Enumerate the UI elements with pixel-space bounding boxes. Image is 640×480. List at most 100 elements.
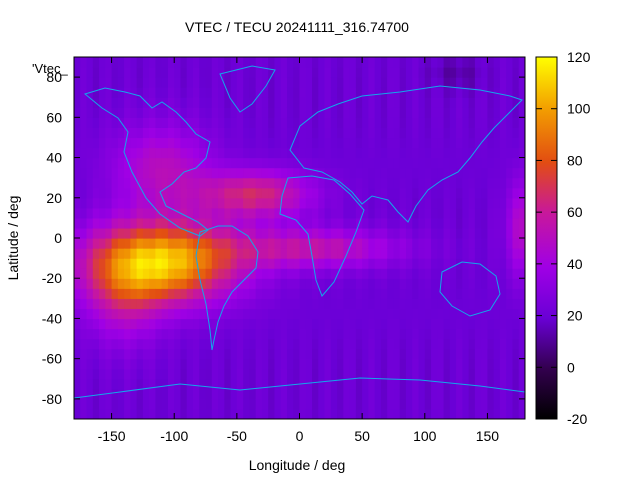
heatmap-cell (280, 388, 288, 400)
heatmap-cell (474, 348, 482, 360)
heatmap-cell (324, 67, 332, 78)
heatmap-cell (130, 137, 138, 149)
heatmap-cell (205, 338, 213, 350)
heatmap-cell (474, 207, 482, 219)
heatmap-cell (399, 227, 407, 239)
heatmap-cell (280, 177, 288, 189)
heatmap-cell (186, 328, 194, 340)
heatmap-cell (218, 398, 225, 410)
heatmap-cell (111, 97, 119, 108)
heatmap-cell (362, 388, 369, 400)
heatmap-cell (293, 177, 301, 189)
heatmap-cell (456, 147, 463, 159)
heatmap-cell (368, 248, 376, 259)
heatmap-cell (418, 67, 426, 78)
heatmap-cell (518, 187, 525, 199)
heatmap-cell (506, 157, 514, 169)
heatmap-cell (218, 217, 225, 229)
heatmap-cell (424, 57, 432, 68)
heatmap-cell (418, 348, 426, 360)
heatmap-cell (261, 298, 269, 309)
heatmap-cell (105, 177, 113, 189)
heatmap-cell (481, 238, 489, 249)
heatmap-cell (374, 167, 382, 179)
heatmap-cell (305, 227, 313, 239)
heatmap-cell (218, 67, 225, 78)
heatmap-cell (86, 147, 94, 159)
heatmap-cell (186, 167, 194, 179)
heatmap-cell (330, 258, 338, 269)
heatmap-cell (249, 217, 257, 229)
heatmap-cell (362, 368, 369, 380)
heatmap-cell (268, 278, 276, 289)
heatmap-cell (255, 227, 263, 239)
heatmap-cell (205, 358, 213, 370)
heatmap-cell (117, 298, 125, 309)
heatmap-cell (449, 127, 457, 139)
heatmap-cell (324, 167, 332, 179)
heatmap-cell (487, 217, 495, 229)
coastline-australia (439, 261, 501, 317)
heatmap-cell (443, 87, 451, 98)
heatmap-cell (218, 77, 225, 88)
heatmap-cell (236, 207, 244, 219)
heatmap-cell (186, 187, 194, 199)
heatmap-cell (255, 318, 263, 330)
heatmap-cell (499, 117, 507, 128)
heatmap-cell (193, 227, 200, 239)
heatmap-cell (149, 298, 157, 309)
heatmap-cell (99, 107, 106, 118)
heatmap-cell (293, 298, 301, 309)
heatmap-cell (318, 57, 326, 68)
heatmap-cell (456, 408, 463, 419)
heatmap-cell (243, 77, 250, 88)
heatmap-cell (142, 398, 150, 410)
heatmap-cell (136, 328, 144, 340)
colorbar-tick-label: -20 (567, 411, 587, 427)
heatmap-cell (468, 57, 476, 68)
heatmap-cell (330, 57, 338, 68)
heatmap-cell (167, 157, 175, 169)
heatmap-cell (236, 338, 244, 350)
heatmap-cell (437, 318, 445, 330)
heatmap-cell (167, 288, 175, 299)
heatmap-cell (149, 117, 157, 128)
heatmap-cell (362, 97, 369, 108)
heatmap-cell (312, 368, 319, 380)
heatmap-cell (312, 338, 319, 350)
heatmap-cell (293, 338, 301, 350)
heatmap-cell (355, 388, 363, 400)
heatmap-cell (261, 87, 269, 98)
heatmap-cell (518, 177, 525, 189)
heatmap-cell (261, 238, 269, 249)
heatmap-cell (499, 67, 507, 78)
heatmap-cell (412, 227, 420, 239)
heatmap-cell (318, 258, 326, 269)
heatmap-cell (443, 328, 451, 340)
heatmap-cell (499, 248, 507, 259)
heatmap-cell (443, 57, 451, 68)
heatmap-cell (274, 378, 282, 390)
heatmap-cell (380, 67, 388, 78)
heatmap-cell (274, 258, 282, 269)
heatmap-cell (80, 268, 88, 279)
heatmap-cell (155, 137, 163, 149)
heatmap-cell (236, 408, 244, 419)
heatmap-cell (230, 127, 238, 139)
heatmap-cell (211, 278, 219, 289)
heatmap-cell (330, 187, 338, 199)
heatmap-cell (424, 258, 432, 269)
heatmap-cell (161, 227, 169, 239)
heatmap-cell (255, 388, 263, 400)
heatmap-cell (493, 127, 501, 139)
heatmap-cell (437, 328, 445, 340)
heatmap-cell (412, 197, 420, 209)
heatmap-cell (437, 338, 445, 350)
heatmap-cell (418, 398, 426, 410)
heatmap-cell (474, 298, 482, 309)
heatmap-cell (261, 107, 269, 118)
heatmap-cell (180, 217, 188, 229)
heatmap-cell (130, 368, 138, 380)
heatmap-cell (512, 177, 520, 189)
